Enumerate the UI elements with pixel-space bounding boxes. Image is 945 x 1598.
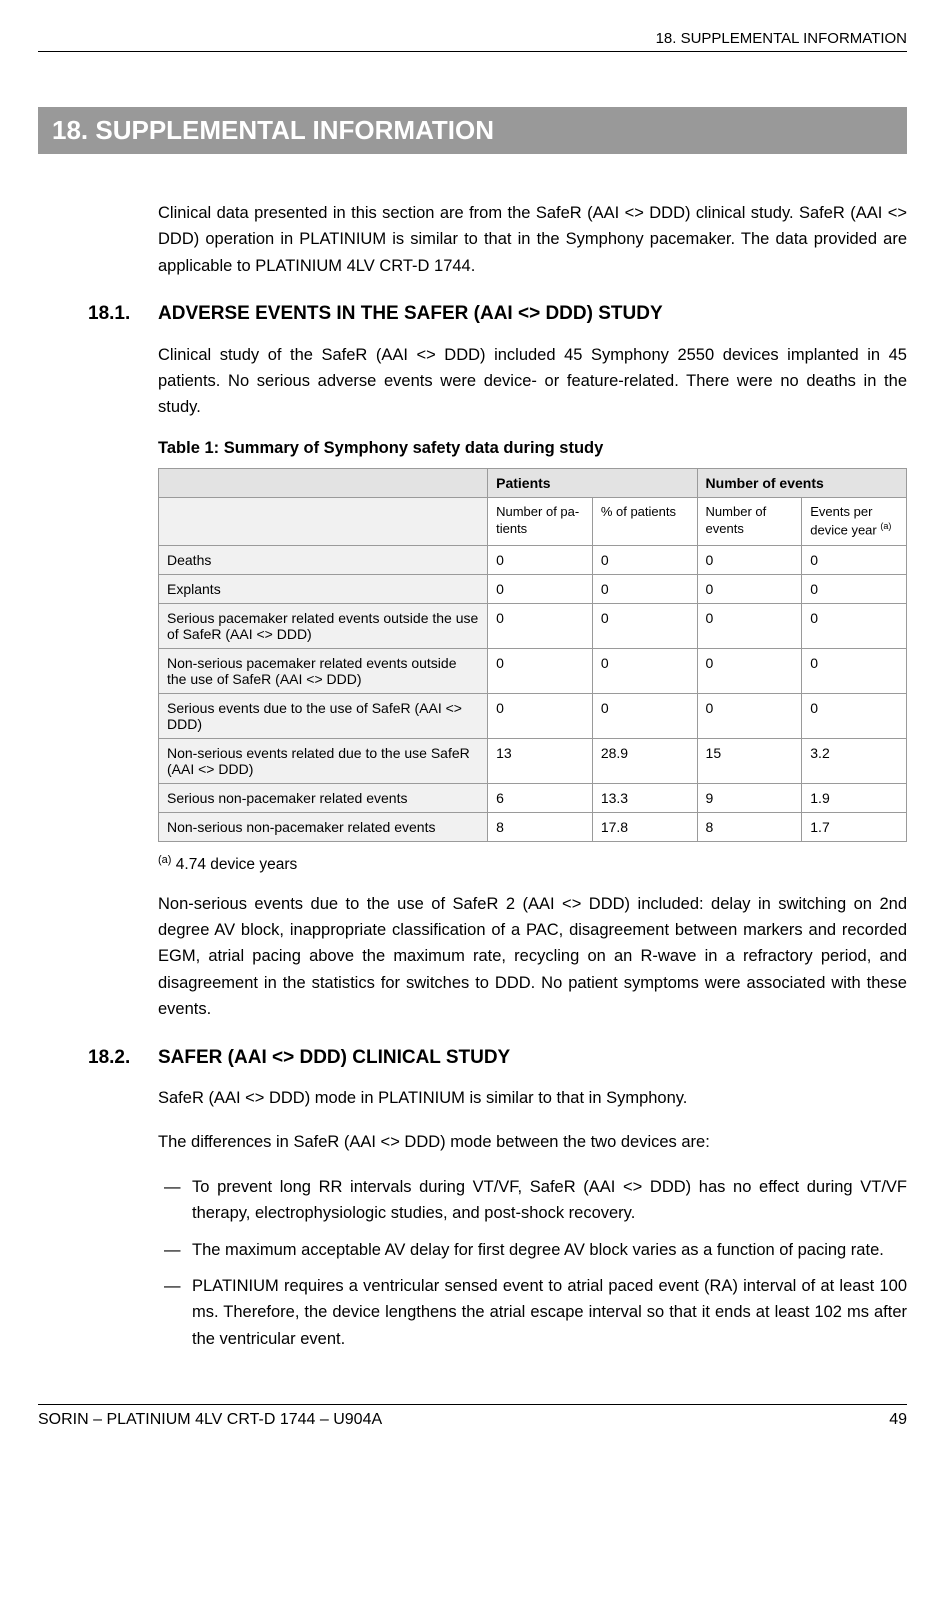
- table-cell: 8: [488, 812, 593, 841]
- table-row: Non-serious pacemaker related events out…: [159, 648, 907, 693]
- running-header: 18. SUPPLEMENTAL INFORMATION: [38, 30, 907, 52]
- section-title: ADVERSE EVENTS IN THE SAFER (AAI <> DDD)…: [158, 303, 907, 325]
- s182-bullet-list: To prevent long RR intervals during VT/V…: [158, 1174, 907, 1352]
- table-cell-label: Explants: [159, 574, 488, 603]
- table-row: Explants0000: [159, 574, 907, 603]
- table-cell: 1.9: [802, 783, 907, 812]
- table-1: Patients Number of events Number of pa­t…: [158, 468, 907, 842]
- table-row: Non-serious events related due to the us…: [159, 738, 907, 783]
- s181-paragraph-2: Non-serious events due to the use of Saf…: [158, 891, 907, 1023]
- table-cell: 9: [697, 783, 802, 812]
- table-sub-header-row: Number of pa­tients % of patients Number…: [159, 497, 907, 545]
- s182-paragraph-1: SafeR (AAI <> DDD) mode in PLATINIUM is …: [158, 1085, 907, 1111]
- table-subheader-pctpatients: % of patients: [592, 497, 697, 545]
- list-item: To prevent long RR intervals during VT/V…: [158, 1174, 907, 1227]
- table-subheader-blank: [159, 497, 488, 545]
- table-cell: 0: [802, 693, 907, 738]
- table-cell: 8: [697, 812, 802, 841]
- table-cell: 0: [697, 648, 802, 693]
- table-cell: 0: [592, 648, 697, 693]
- table-cell: 0: [488, 603, 593, 648]
- table-row: Serious events due to the use of SafeR (…: [159, 693, 907, 738]
- list-item: PLATINIUM requires a ventricular sensed …: [158, 1273, 907, 1352]
- table-header-events: Number of events: [697, 468, 906, 497]
- section-title: SAFER (AAI <> DDD) CLINICAL STUDY: [158, 1047, 907, 1069]
- table-cell: 17.8: [592, 812, 697, 841]
- table-cell-label: Deaths: [159, 545, 488, 574]
- table-cell: 0: [802, 574, 907, 603]
- table-subheader-npatients: Number of pa­tients: [488, 497, 593, 545]
- table-cell: 0: [592, 603, 697, 648]
- section-18-1-heading: 18.1. ADVERSE EVENTS IN THE SAFER (AAI <…: [38, 303, 907, 325]
- table-cell-label: Serious non-pacemaker related events: [159, 783, 488, 812]
- section-18-2-heading: 18.2. SAFER (AAI <> DDD) CLINICAL STUDY: [38, 1047, 907, 1069]
- list-item: The maximum acceptable AV delay for firs…: [158, 1237, 907, 1263]
- table-cell: 3.2: [802, 738, 907, 783]
- s181-paragraph-1: Clinical study of the SafeR (AAI <> DDD)…: [158, 342, 907, 421]
- table-cell: 15: [697, 738, 802, 783]
- table-cell: 0: [697, 603, 802, 648]
- section-number: 18.1.: [38, 303, 158, 325]
- table-cell: 0: [488, 648, 593, 693]
- table-cell: 13.3: [592, 783, 697, 812]
- table-cell: 0: [592, 574, 697, 603]
- page-footer: SORIN – PLATINIUM 4LV CRT-D 1744 – U904A…: [38, 1404, 907, 1429]
- chapter-title-banner: 18. SUPPLEMENTAL INFORMATION: [38, 107, 907, 154]
- table-cell: 13: [488, 738, 593, 783]
- table-cell: 0: [802, 648, 907, 693]
- table-cell: 0: [592, 545, 697, 574]
- table-cell: 6: [488, 783, 593, 812]
- footer-page-number: 49: [889, 1411, 907, 1429]
- table-cell: 0: [697, 545, 802, 574]
- page: 18. SUPPLEMENTAL INFORMATION 18. SUPPLEM…: [0, 0, 945, 1451]
- s182-paragraph-2: The differences in SafeR (AAI <> DDD) mo…: [158, 1129, 907, 1155]
- table-header-blank: [159, 468, 488, 497]
- table-cell: 0: [488, 545, 593, 574]
- table-cell: 0: [802, 545, 907, 574]
- table-subheader-eventsyear: Events per device year (a): [802, 497, 907, 545]
- table-group-header-row: Patients Number of events: [159, 468, 907, 497]
- table-cell: 0: [697, 693, 802, 738]
- table-cell: 0: [488, 693, 593, 738]
- table-cell: 0: [592, 693, 697, 738]
- table-cell: 28.9: [592, 738, 697, 783]
- table-cell: 0: [488, 574, 593, 603]
- section-number: 18.2.: [38, 1047, 158, 1069]
- table-footnote: (a) 4.74 device years: [158, 854, 907, 874]
- table-cell: 0: [697, 574, 802, 603]
- table-row: Deaths0000: [159, 545, 907, 574]
- table-cell-label: Serious pacemaker related events outside…: [159, 603, 488, 648]
- table-1-caption: Table 1: Summary of Symphony safety data…: [158, 439, 907, 458]
- table-row: Serious pacemaker related events outside…: [159, 603, 907, 648]
- table-subheader-nevents: Number of events: [697, 497, 802, 545]
- table-cell-label: Non-serious pacemaker related events out…: [159, 648, 488, 693]
- footer-left: SORIN – PLATINIUM 4LV CRT-D 1744 – U904A: [38, 1411, 382, 1429]
- table-header-patients: Patients: [488, 468, 697, 497]
- table-row: Non-serious non-pacemaker related events…: [159, 812, 907, 841]
- table-cell: 1.7: [802, 812, 907, 841]
- table-cell: 0: [802, 603, 907, 648]
- table-row: Serious non-pacemaker related events613.…: [159, 783, 907, 812]
- intro-paragraph: Clinical data presented in this section …: [158, 200, 907, 279]
- table-cell-label: Non-serious non-pacemaker related events: [159, 812, 488, 841]
- table-cell-label: Serious events due to the use of SafeR (…: [159, 693, 488, 738]
- table-cell-label: Non-serious events related due to the us…: [159, 738, 488, 783]
